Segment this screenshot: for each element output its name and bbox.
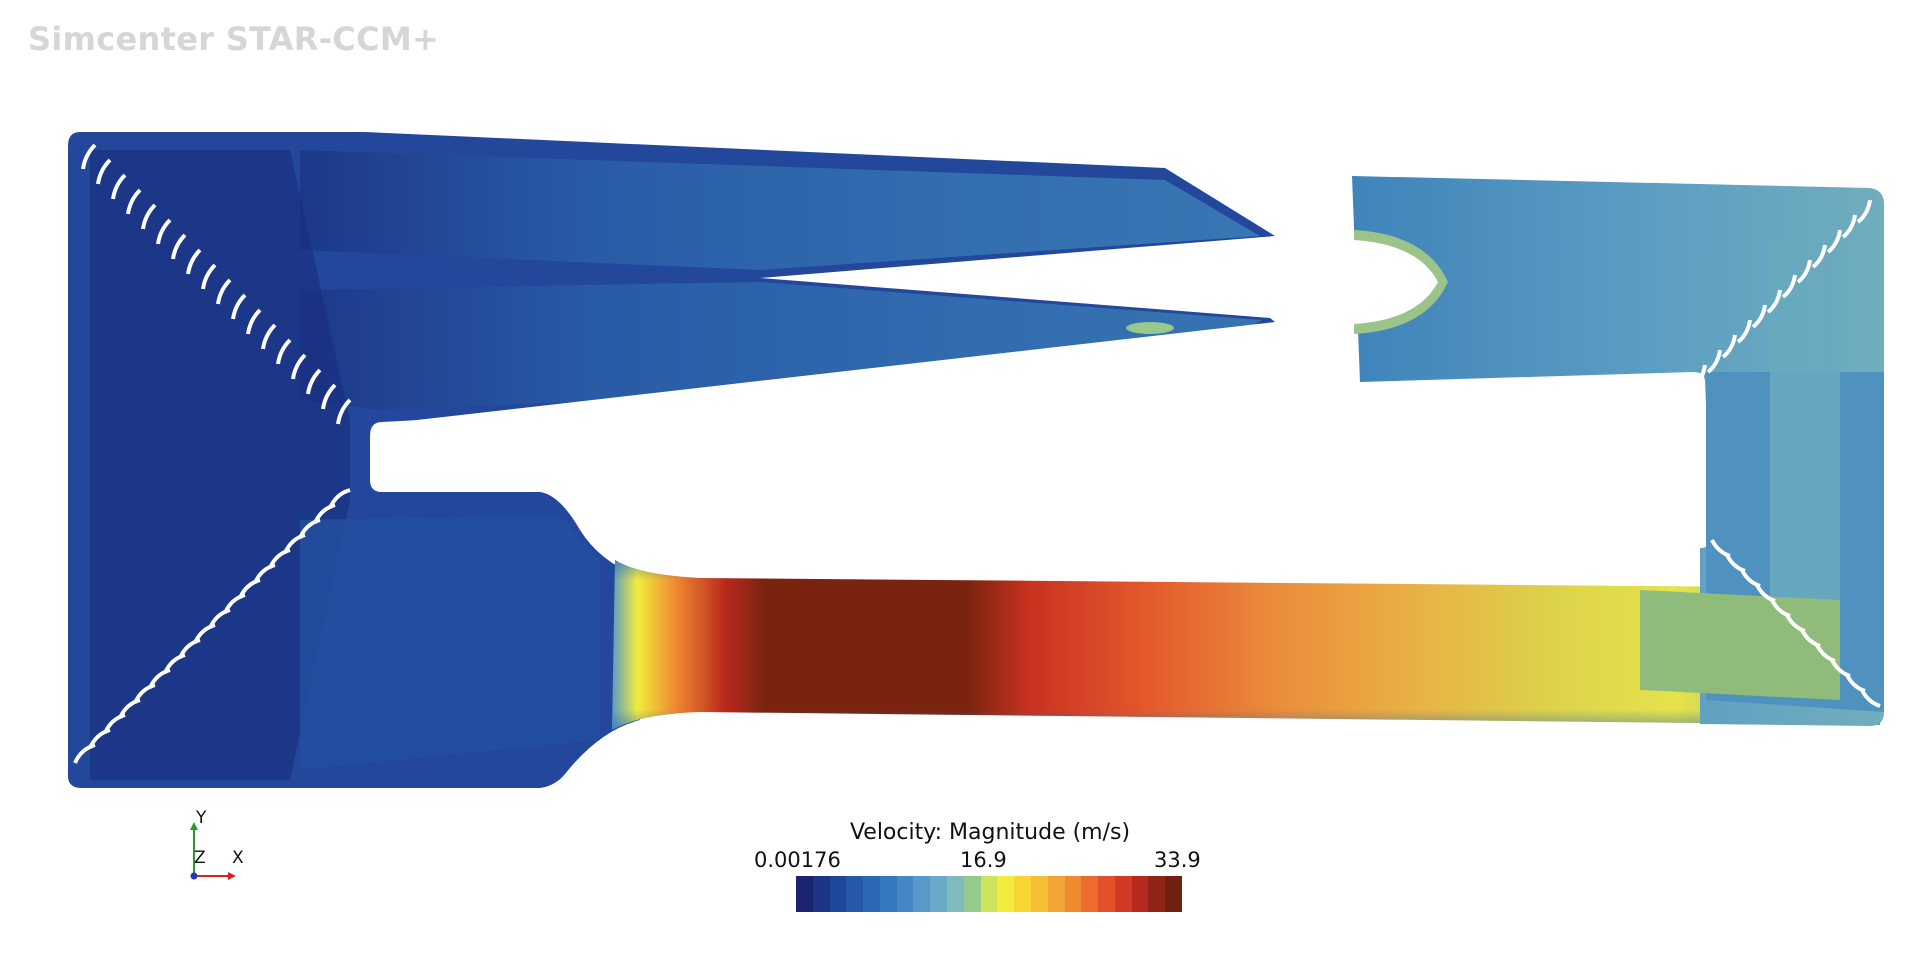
upper-hotspot	[1126, 322, 1174, 334]
colorbar-swatch	[1148, 876, 1166, 912]
colorbar-swatch	[896, 876, 914, 912]
colorbar-swatch	[1114, 876, 1132, 912]
app-watermark: Simcenter STAR-CCM+	[28, 20, 440, 58]
legend-mid-label: 16.9	[960, 848, 1007, 872]
colorbar-swatch	[846, 876, 864, 912]
turning-vanes-left	[73, 143, 352, 764]
colorbar-swatch	[812, 876, 830, 912]
colorbar-swatch	[1081, 876, 1099, 912]
right-corner-outflow	[1640, 590, 1840, 700]
colorbar-swatch	[1047, 876, 1065, 912]
x-axis-arrowhead	[228, 872, 236, 880]
legend-max-label: 33.9	[1154, 848, 1201, 872]
colorbar-swatch	[1064, 876, 1082, 912]
y-axis-arrowhead	[190, 822, 198, 830]
colorbar-swatch	[796, 876, 813, 912]
legend-title: Velocity: Magnitude (m/s)	[849, 820, 1131, 845]
upper-channel-flow	[300, 150, 1260, 270]
colorbar-swatch	[963, 876, 981, 912]
colorbar-swatch	[879, 876, 897, 912]
x-axis-label: X	[232, 848, 244, 868]
colorbar-swatch	[829, 876, 847, 912]
legend-min-label: 0.00176	[754, 848, 841, 872]
jet-channel-edges	[612, 560, 1880, 730]
colorbar-swatch	[997, 876, 1015, 912]
colorbar-swatch	[1098, 876, 1115, 912]
colorbar-swatch	[1030, 876, 1048, 912]
left-plenum-core	[90, 150, 350, 780]
colorbar-swatch	[1131, 876, 1149, 912]
y-axis-label: Y	[195, 810, 207, 828]
colorbar-swatch	[980, 876, 998, 912]
axes-triad: Y Z X	[190, 810, 244, 880]
colorbar-swatch	[913, 876, 931, 912]
z-axis-dot	[190, 872, 198, 880]
interior-cutout	[382, 320, 1280, 424]
lower-left-chamber	[300, 515, 600, 770]
nozzle-rim-hot	[1354, 230, 1448, 334]
turning-vanes-right	[1691, 199, 1881, 708]
right-leg-core	[1770, 240, 1840, 650]
colorbar-swatch	[1014, 876, 1031, 912]
colorbar-swatch	[1165, 876, 1182, 912]
legend-colorbar[interactable]	[796, 876, 1182, 912]
z-axis-label: Z	[194, 848, 206, 868]
colorbar-swatch	[863, 876, 880, 912]
colorbar-swatch	[947, 876, 964, 912]
colorbar-swatch	[930, 876, 948, 912]
